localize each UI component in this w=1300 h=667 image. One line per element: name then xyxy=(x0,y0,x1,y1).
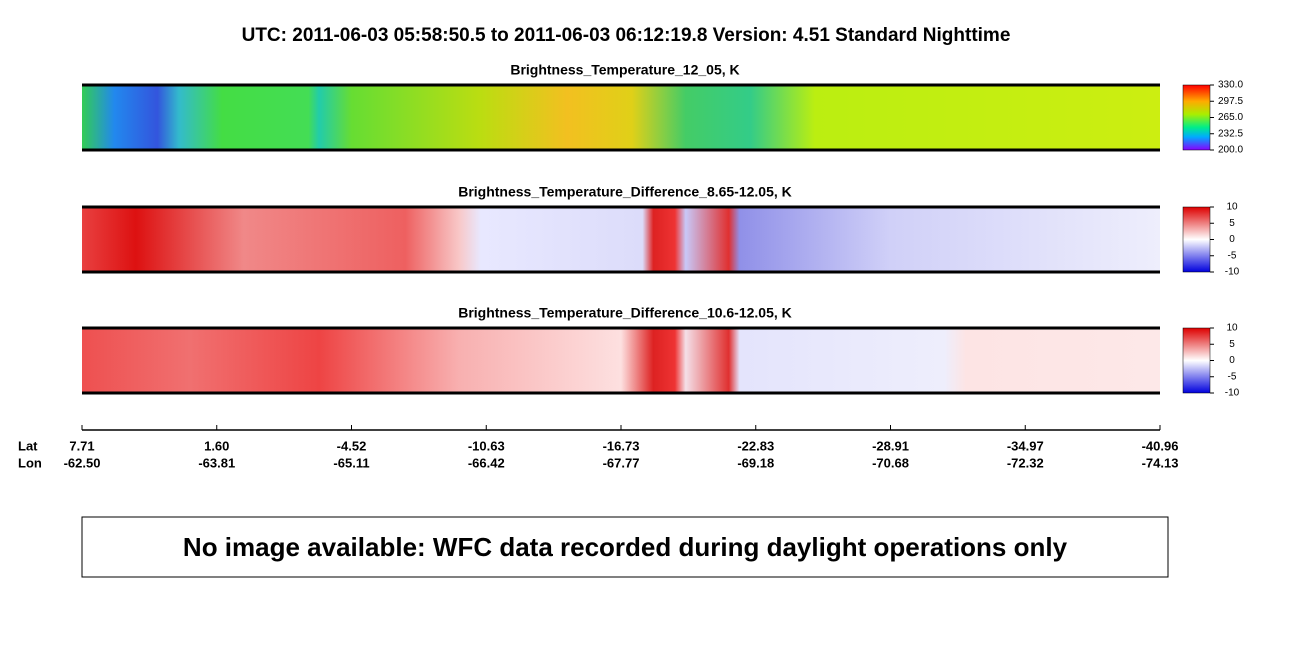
lon-tick-label: -63.81 xyxy=(198,455,235,470)
colorbar-tick-label: 5 xyxy=(1229,218,1235,229)
colorbar-tick-label: 0 xyxy=(1229,355,1235,366)
lon-label: Lon xyxy=(18,455,42,470)
lat-tick-label: 7.71 xyxy=(69,438,94,453)
lon-tick-label: -67.77 xyxy=(603,455,640,470)
lon-tick-label: -65.11 xyxy=(333,455,369,470)
lon-tick-label: -72.32 xyxy=(1007,455,1044,470)
lat-tick-label: -16.73 xyxy=(603,438,640,453)
colorbar-tick-label: 297.5 xyxy=(1218,96,1243,107)
data-strip xyxy=(82,207,1160,272)
lon-tick-label: -74.13 xyxy=(1142,455,1179,470)
lat-tick-label: 1.60 xyxy=(204,438,229,453)
colorbar-tick-label: -10 xyxy=(1225,388,1240,399)
lat-tick-label: -28.91 xyxy=(872,438,909,453)
colorbar-tick-label: 200.0 xyxy=(1218,145,1243,156)
colorbar-tick-label: 10 xyxy=(1226,202,1238,213)
lat-tick-label: -4.52 xyxy=(337,438,367,453)
panel-title: Brightness_Temperature_Difference_8.65-1… xyxy=(458,184,792,200)
page-title: UTC: 2011-06-03 05:58:50.5 to 2011-06-03… xyxy=(242,25,1011,46)
lat-tick-label: -10.63 xyxy=(468,438,505,453)
colorbar xyxy=(1182,84,1211,151)
panel-title: Brightness_Temperature_12_05, K xyxy=(510,62,739,78)
colorbar-tick-label: 330.0 xyxy=(1218,80,1243,91)
lat-tick-label: -34.97 xyxy=(1007,438,1044,453)
colorbar-tick-label: 0 xyxy=(1229,234,1235,245)
lon-tick-label: -62.50 xyxy=(64,455,101,470)
data-strip xyxy=(82,85,1160,150)
lon-tick-label: -70.68 xyxy=(872,455,909,470)
colorbar-tick-label: 5 xyxy=(1229,339,1235,350)
colorbar-tick-label: -10 xyxy=(1225,267,1240,278)
colorbar-tick-label: 10 xyxy=(1226,323,1238,334)
lat-tick-label: -22.83 xyxy=(737,438,774,453)
lon-tick-label: -69.18 xyxy=(737,455,774,470)
colorbar-tick-label: 265.0 xyxy=(1218,112,1243,123)
message: No image available: WFC data recorded du… xyxy=(183,532,1068,562)
message-box xyxy=(81,516,1169,578)
panel-title: Brightness_Temperature_Difference_10.6-1… xyxy=(458,305,792,321)
colorbar-tick-label: 232.5 xyxy=(1218,128,1243,139)
colorbar xyxy=(1182,327,1211,394)
colorbar-tick-label: -5 xyxy=(1228,371,1237,382)
lon-tick-label: -66.42 xyxy=(468,455,505,470)
colorbar xyxy=(1182,206,1211,273)
data-strip xyxy=(82,328,1160,393)
lat-label: Lat xyxy=(18,438,38,453)
lat-tick-label: -40.96 xyxy=(1142,438,1179,453)
colorbar-tick-label: -5 xyxy=(1228,250,1237,261)
